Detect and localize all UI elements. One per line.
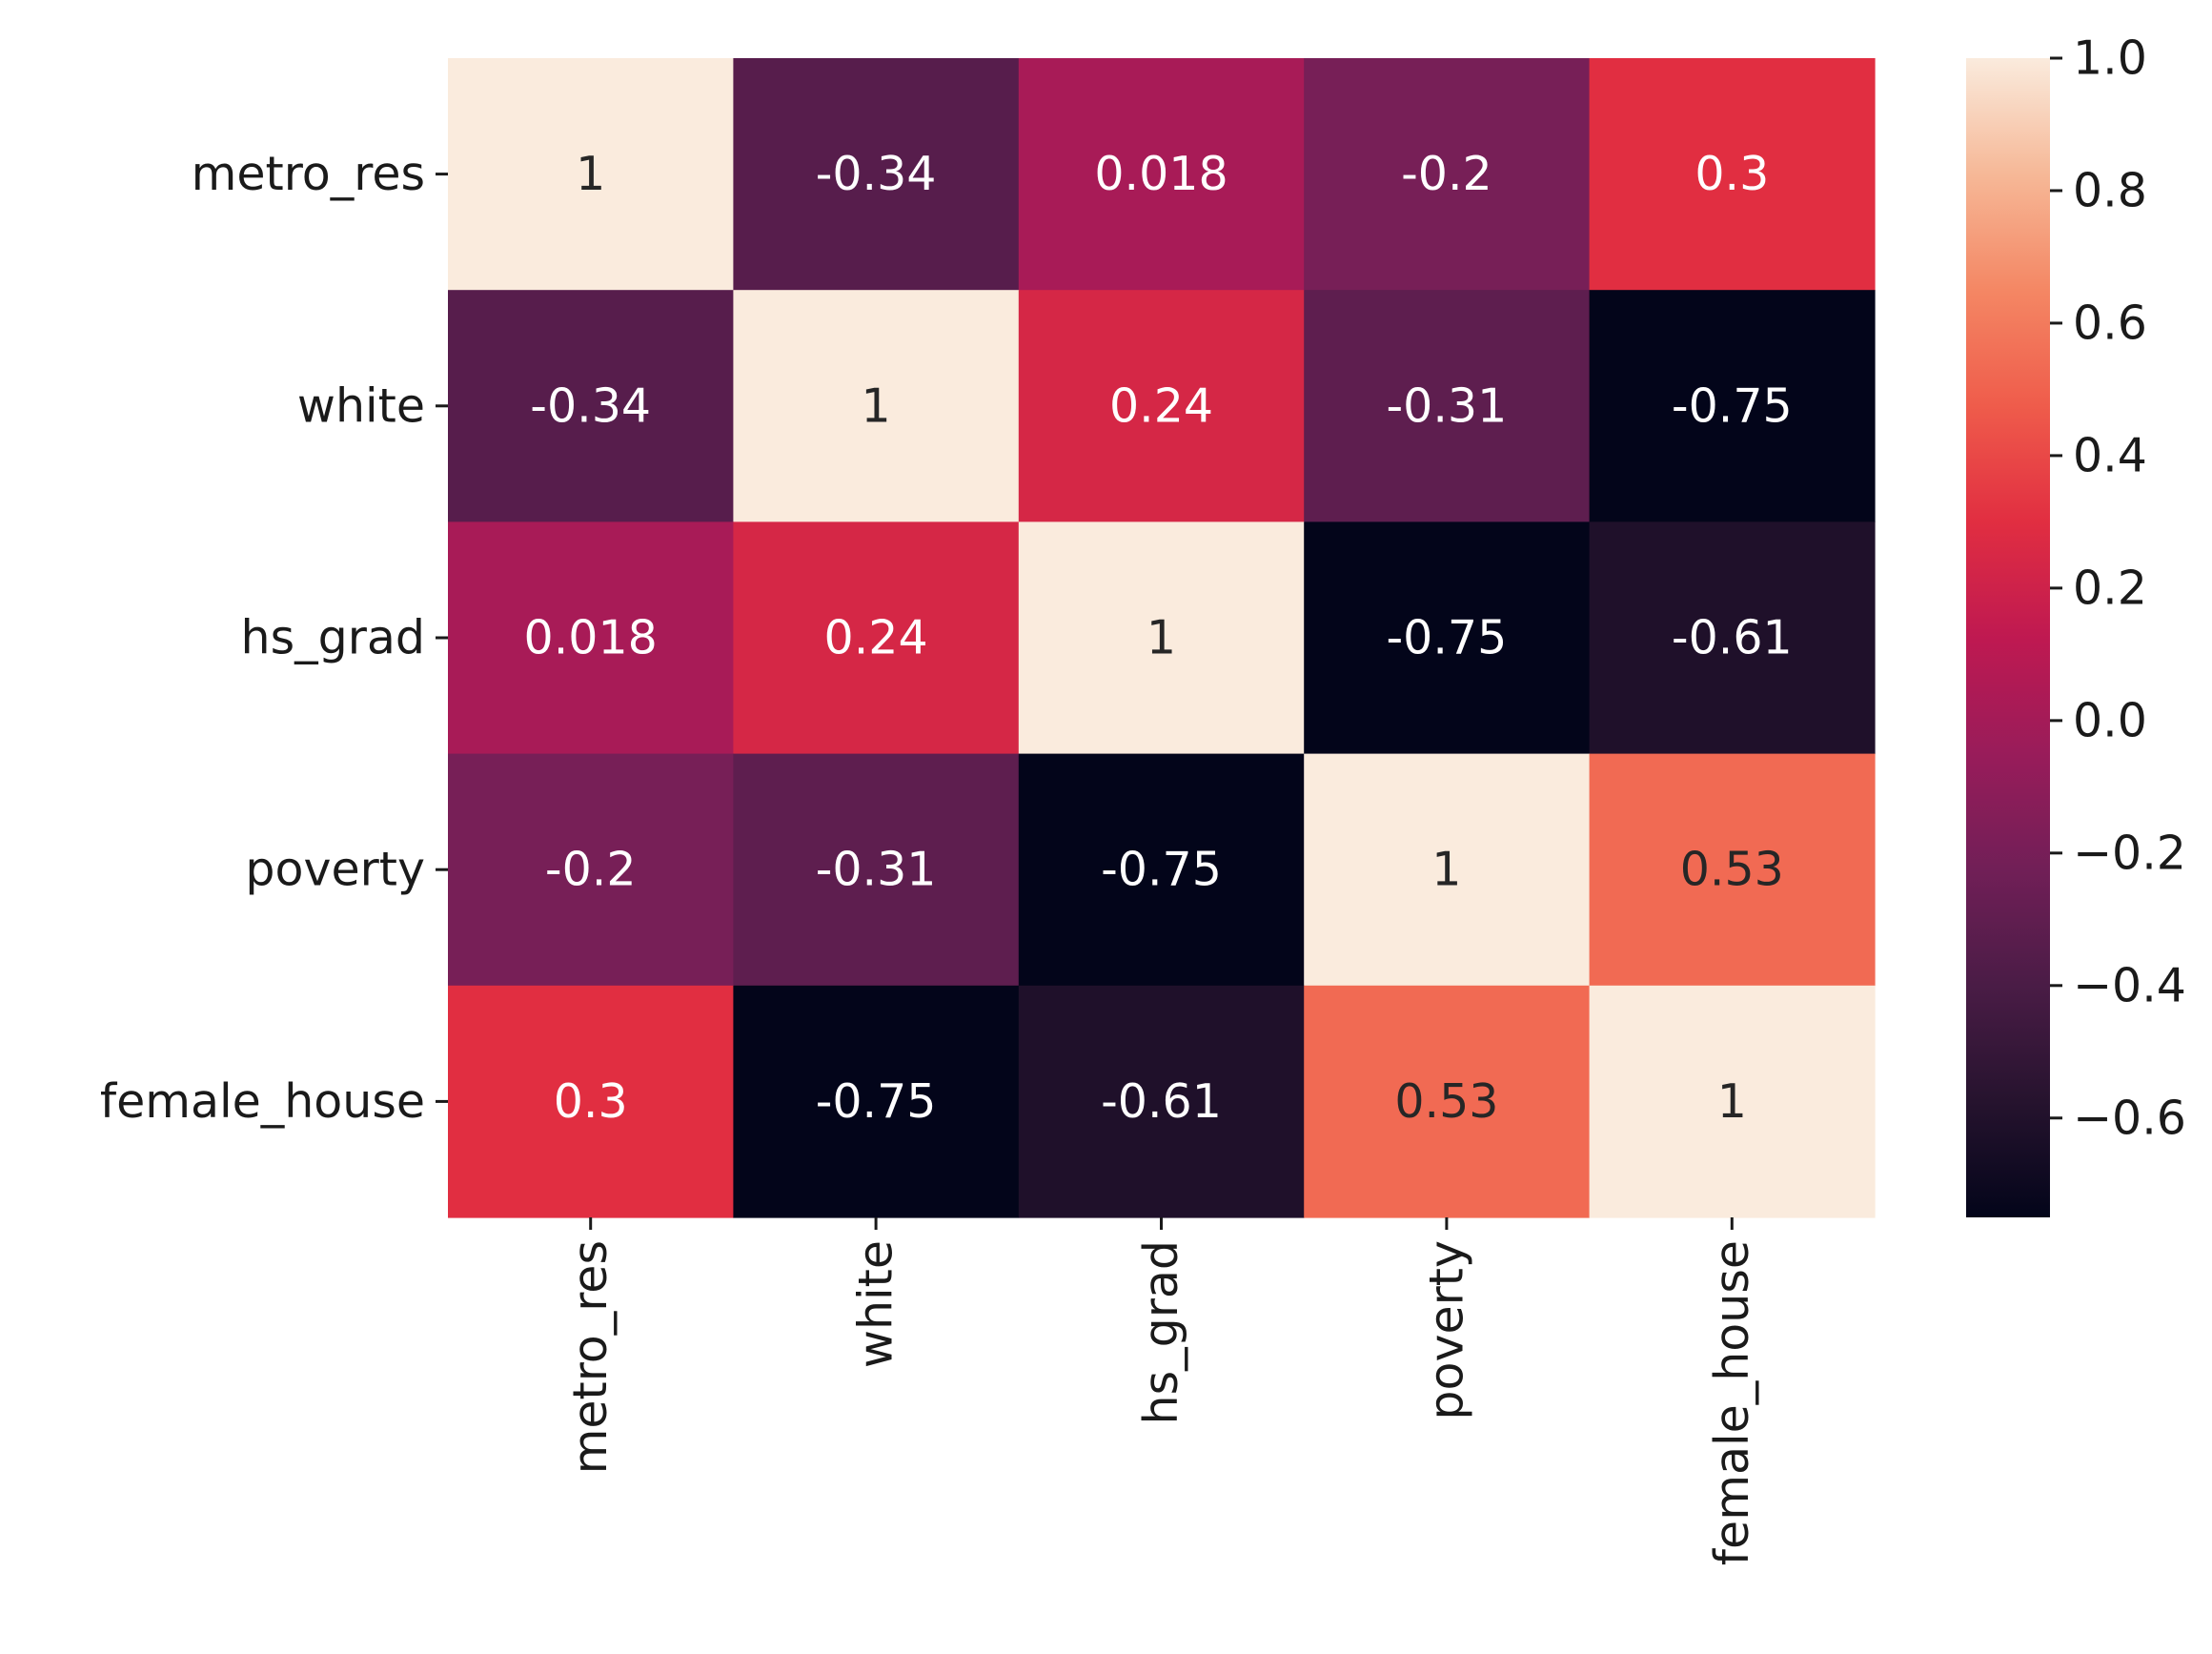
- cell-value-label: 1: [862, 378, 891, 433]
- colorbar-tick-label: −0.2: [2073, 826, 2186, 880]
- heatmap-cell: [1304, 521, 1591, 755]
- heatmap-cell: [1304, 753, 1591, 987]
- colorbar-tick-label: 0.6: [2073, 296, 2147, 350]
- cell-value-label: -0.31: [1387, 378, 1508, 433]
- heatmap-cell: [1304, 290, 1591, 522]
- heatmap-cell: [1018, 985, 1305, 1218]
- heatmap-cell: [1018, 58, 1305, 291]
- colorbar-tick-label: 0.2: [2073, 561, 2147, 615]
- y-tick-label: female_house: [100, 1074, 425, 1129]
- colorbar-tick-label: 0.8: [2073, 163, 2147, 217]
- cell-value-label: -0.2: [1401, 147, 1492, 201]
- cell-value-label: 0.018: [524, 611, 658, 665]
- cell-value-label: 1: [1717, 1074, 1747, 1129]
- heatmap-cell: [733, 290, 1020, 522]
- y-tick-label: metro_res: [192, 147, 425, 201]
- cell-value-label: -0.34: [530, 378, 651, 433]
- heatmap-cells: [448, 58, 1876, 1218]
- x-tick-label: white: [849, 1240, 903, 1368]
- heatmap-cell: [1304, 985, 1591, 1218]
- cell-value-label: -0.34: [816, 147, 937, 201]
- cell-value-label: -0.75: [1672, 378, 1793, 433]
- cell-value-label: 1: [1431, 843, 1461, 897]
- heatmap-cell: [1589, 985, 1876, 1218]
- cell-value-label: -0.2: [545, 843, 637, 897]
- heatmap-annotations: 1 -0.34 0.018 -0.2 0.3 -0.34 1 0.24 -0.31 -0.75 0.…: [524, 147, 1793, 1129]
- cell-value-label: 0.53: [1680, 843, 1784, 897]
- heatmap-cell: [1589, 290, 1876, 522]
- cell-value-label: 1: [1147, 611, 1176, 665]
- heatmap-cell: [448, 58, 734, 291]
- heatmap-cell: [1589, 753, 1876, 987]
- x-tick-label: poverty: [1419, 1240, 1473, 1420]
- colorbar-gradient: [1966, 58, 2050, 1217]
- heatmap-cell: [1304, 58, 1591, 291]
- colorbar-tick-label: 0.0: [2073, 693, 2147, 747]
- cell-value-label: 0.018: [1094, 147, 1228, 201]
- x-tick-label: metro_res: [563, 1240, 618, 1474]
- heatmap-cell: [448, 985, 734, 1218]
- y-tick-label: poverty: [245, 843, 425, 897]
- colorbar-tick-label: 1.0: [2073, 31, 2147, 86]
- heatmap-cell: [1589, 58, 1876, 291]
- cell-value-label: -0.75: [816, 1074, 937, 1129]
- cell-value-label: -0.61: [1101, 1074, 1222, 1129]
- cell-value-label: 0.3: [554, 1074, 628, 1129]
- colorbar-ticks: 1.0 0.8 0.6 0.4 0.2 0.0 −0.2 −0.4 −0.6: [2050, 31, 2186, 1145]
- heatmap-cell: [733, 985, 1020, 1218]
- heatmap-cell: [1589, 521, 1876, 755]
- cell-value-label: 0.24: [1109, 378, 1213, 433]
- x-axis: metro_res white hs_grad poverty female_house: [563, 1217, 1759, 1565]
- heatmap-cell: [733, 753, 1020, 987]
- heatmap-cell: [1018, 290, 1305, 522]
- colorbar: 1.0 0.8 0.6 0.4 0.2 0.0 −0.2 −0.4 −0.6: [1966, 31, 2186, 1217]
- heatmap-cell: [1018, 753, 1305, 987]
- heatmap-cell: [733, 58, 1020, 291]
- colorbar-tick-label: 0.4: [2073, 428, 2147, 482]
- cell-value-label: -0.31: [816, 843, 937, 897]
- heatmap-cell: [448, 753, 734, 987]
- x-tick-label: female_house: [1705, 1240, 1759, 1565]
- cell-value-label: -0.75: [1387, 611, 1508, 665]
- heatmap-cell: [448, 290, 734, 522]
- heatmap-cell: [733, 521, 1020, 755]
- x-tick-label: hs_grad: [1134, 1240, 1188, 1424]
- y-tick-label: hs_grad: [241, 611, 425, 665]
- cell-value-label: 0.24: [824, 611, 928, 665]
- cell-value-label: 1: [576, 147, 605, 201]
- cell-value-label: 0.3: [1695, 147, 1769, 201]
- heatmap-cell: [448, 521, 734, 755]
- colorbar-tick-label: −0.4: [2073, 958, 2186, 1012]
- cell-value-label: -0.61: [1672, 611, 1793, 665]
- colorbar-tick-label: −0.6: [2073, 1091, 2186, 1145]
- y-tick-label: white: [297, 378, 425, 433]
- cell-value-label: -0.75: [1101, 843, 1222, 897]
- cell-value-label: 0.53: [1394, 1074, 1498, 1129]
- heatmap-cell: [1018, 521, 1305, 755]
